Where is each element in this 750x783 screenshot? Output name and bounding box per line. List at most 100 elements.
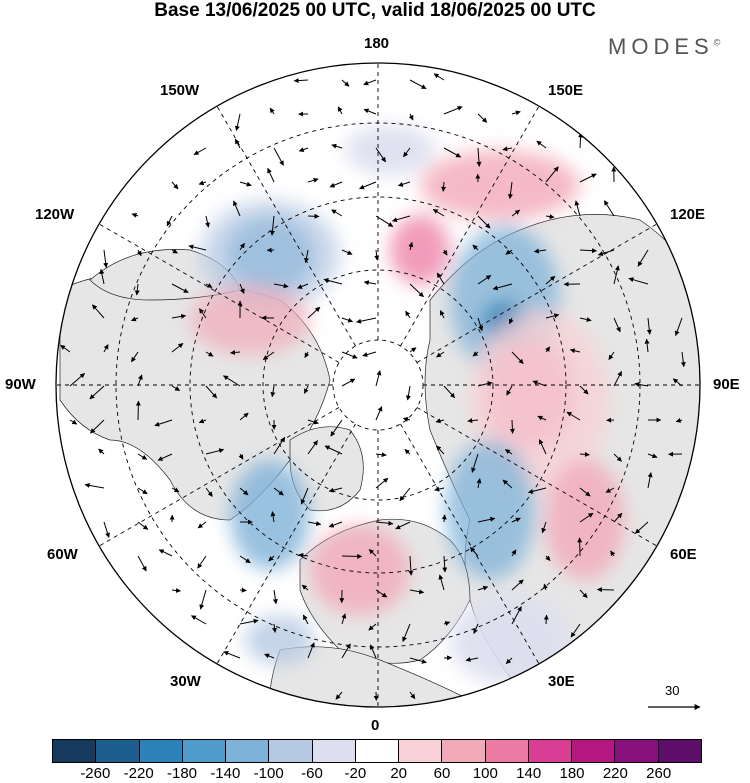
wind-arrow [137, 555, 147, 572]
wind-arrow [579, 451, 590, 457]
meridian-line [98, 223, 340, 363]
wind-arrow [579, 512, 594, 523]
wind-arrow [239, 555, 251, 564]
colorbar-tick-label: -260 [80, 765, 111, 782]
wind-arrow [613, 512, 623, 523]
modes-logo: MODES© [608, 34, 720, 60]
wind-arrow [511, 209, 521, 217]
wind-arrow [527, 487, 547, 494]
wind-arrow [329, 181, 343, 188]
wind-arrow [307, 440, 318, 455]
wind-arrow [205, 215, 210, 228]
colorbar-ticks: -260 -220 -180 -140 -100 -60 -20 20 60 100 140 180 2… [52, 765, 702, 783]
colorbar-swatch [225, 740, 269, 762]
wind-arrow [477, 274, 492, 285]
wind-arrow [69, 373, 85, 387]
brand-name: MODES [608, 34, 714, 59]
colorbar-tick-label: -220 [123, 765, 154, 782]
lon-label-30w: 30W [170, 673, 201, 690]
wind-arrow [569, 348, 581, 354]
colorbar-swatch [268, 740, 312, 762]
wind-arrow [99, 268, 105, 285]
wind-arrow [502, 146, 513, 152]
wind-arrow [436, 351, 445, 358]
wind-arrow [476, 478, 482, 489]
wind-arrow [307, 306, 321, 319]
wind-arrow [402, 417, 411, 422]
wind-arrow [233, 200, 241, 217]
wind-arrow [341, 378, 356, 387]
wind-arrow [442, 555, 448, 573]
wind-arrow [205, 351, 214, 357]
wind-arrow [297, 283, 309, 289]
wind-arrow [579, 173, 597, 183]
wind-arrow [441, 181, 447, 192]
wind-arrow [579, 248, 598, 254]
wind-arrow [605, 487, 615, 493]
wind-arrow [171, 313, 187, 319]
colorbar-tick-label: -100 [253, 765, 284, 782]
wind-arrow [442, 249, 448, 256]
wind-arrow [171, 283, 189, 293]
wind-arrow [545, 275, 556, 285]
wind-arrow [270, 511, 276, 523]
wind-arrow [637, 249, 649, 267]
wind-arrow [272, 623, 277, 633]
wind-arrow [166, 215, 173, 227]
wind-arrow [408, 555, 414, 576]
wind-arrow [103, 249, 109, 268]
wind-arrow [293, 78, 309, 84]
meridian-line [216, 105, 356, 347]
wind-arrow [439, 310, 445, 319]
wind-arrow [675, 417, 683, 423]
negative-anomaly-mid-atlantic [245, 615, 315, 665]
wind-arrow [335, 691, 343, 700]
wind-arrow [328, 487, 343, 493]
wind-arrow [264, 653, 275, 659]
anomaly-field [190, 125, 625, 685]
wind-arrow [154, 419, 173, 427]
wind-arrow [472, 351, 479, 357]
wind-arrow [171, 181, 179, 190]
wind-arrow [205, 283, 213, 288]
wind-arrow [223, 651, 241, 659]
wind-arrow [239, 618, 259, 625]
wind-arrow [375, 520, 394, 526]
wind-arrow [298, 147, 309, 152]
wind-arrow [533, 248, 547, 254]
colorbar-tick-label: -60 [301, 765, 323, 782]
wind-arrow [298, 552, 309, 558]
wind-arrow [304, 351, 310, 359]
lon-label-30e: 30E [548, 673, 575, 690]
colorbar-swatch [138, 740, 182, 762]
wind-arrow [433, 73, 445, 81]
positive-anomaly-north-pacific [420, 150, 580, 220]
wind-arrow [267, 167, 275, 183]
wind-arrow [680, 351, 686, 368]
reference-vector-value: 30 [665, 683, 680, 698]
wind-arrow [628, 277, 649, 285]
wind-arrow [341, 79, 350, 87]
wind-arrow [395, 521, 411, 530]
wind-arrow [197, 555, 207, 569]
wind-arrow [408, 113, 414, 121]
wind-arrow [190, 615, 207, 625]
negative-anomaly-pacific [345, 125, 435, 175]
wind-arrow [273, 147, 284, 166]
wind-arrow [331, 209, 343, 217]
colorbar-tick-label: -140 [210, 765, 241, 782]
wind-arrow [375, 406, 383, 421]
wind-arrow [341, 643, 351, 659]
negative-anomaly-north-africa [450, 595, 570, 685]
wind-arrow [198, 418, 207, 424]
wind-arrow [436, 445, 445, 455]
wind-arrow [543, 614, 549, 625]
wind-arrow [477, 585, 489, 591]
wind-arrow [69, 419, 78, 425]
wind-arrow [300, 487, 309, 505]
colorbar-swatch [53, 740, 96, 762]
colorbar-swatch [311, 740, 355, 762]
meridian-line [216, 423, 356, 665]
wind-arrow [613, 317, 621, 333]
wind-arrow [579, 385, 589, 395]
